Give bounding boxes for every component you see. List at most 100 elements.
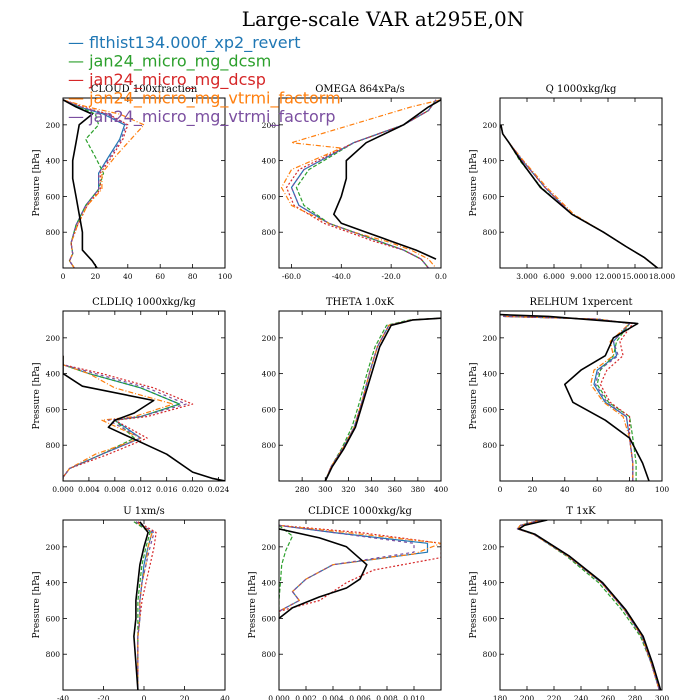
series-line-6 — [500, 124, 658, 268]
series-line-4 — [324, 317, 441, 481]
y-tick-label: 800 — [46, 650, 61, 659]
x-tick-label: 0 — [498, 485, 503, 494]
y-axis-label: Pressure [hPa] — [469, 149, 479, 216]
series-line-6 — [500, 313, 650, 481]
y-tick-label: 200 — [46, 121, 61, 130]
panel-title: U 1xm/s — [123, 506, 165, 517]
y-tick-label: 200 — [483, 121, 498, 130]
y-axis-label: Pressure [hPa] — [469, 571, 479, 638]
series-group — [280, 99, 441, 268]
y-tick-label: 600 — [46, 192, 61, 201]
series-line-1 — [500, 124, 658, 268]
x-tick-label: 0.024 — [208, 485, 230, 494]
x-tick-label: 15.000 — [622, 272, 648, 281]
x-tick-label: 60 — [155, 272, 165, 281]
x-tick-label: 0.012 — [130, 485, 152, 494]
series-line-3 — [503, 315, 634, 481]
x-tick-label: -60.0 — [282, 272, 301, 281]
series-line-5 — [279, 524, 415, 619]
series-line-6 — [133, 521, 149, 690]
series-line-2 — [324, 317, 441, 481]
series-line-5 — [324, 317, 441, 481]
x-tick-label: 300 — [318, 485, 333, 494]
y-tick-label: 200 — [46, 334, 61, 343]
x-tick-label: 0.000 — [52, 485, 74, 494]
series-group — [516, 520, 662, 690]
y-tick-label: 600 — [262, 614, 277, 623]
x-tick-label: 380 — [411, 485, 426, 494]
legend-entry-1: — flthist134.000f_xp2_revert — [68, 33, 300, 53]
x-tick-label: 18.000 — [649, 272, 675, 281]
x-tick-label: 6.000 — [543, 272, 565, 281]
x-tick-label: 0.0 — [435, 272, 447, 281]
series-line-3 — [279, 524, 441, 619]
panel-title: T 1xK — [566, 506, 596, 517]
x-tick-label: -40 — [57, 694, 69, 700]
series-line-3 — [137, 521, 157, 690]
series-group — [500, 124, 658, 268]
y-tick-label: 400 — [46, 370, 61, 379]
legend: — flthist134.000f_xp2_revert — jan24_micr… — [68, 33, 341, 127]
x-tick-label: 0 — [61, 272, 66, 281]
x-tick-label: 20 — [91, 272, 101, 281]
x-tick-label: 360 — [388, 485, 403, 494]
x-tick-label: 12.000 — [595, 272, 621, 281]
series-line-5 — [503, 315, 634, 481]
y-tick-label: 200 — [262, 121, 277, 130]
x-tick-label: 0.002 — [295, 694, 317, 700]
plot-frame — [62, 97, 226, 269]
plot-frame — [499, 97, 663, 269]
series-line-3 — [324, 317, 441, 481]
x-tick-label: -20 — [97, 694, 109, 700]
x-tick-label: 320 — [341, 485, 356, 494]
series-line-2 — [279, 524, 294, 619]
x-tick-label: 280 — [295, 485, 310, 494]
y-tick-label: 600 — [262, 405, 277, 414]
y-tick-label: 600 — [46, 405, 61, 414]
y-tick-label: 600 — [262, 192, 277, 201]
x-tick-label: 340 — [364, 485, 379, 494]
y-tick-label: 600 — [483, 614, 498, 623]
y-tick-label: 400 — [46, 579, 61, 588]
y-axis-label: Pressure [hPa] — [32, 571, 42, 638]
y-tick-label: 400 — [483, 370, 498, 379]
x-tick-label: 20 — [180, 694, 190, 700]
series-line-1 — [516, 520, 660, 690]
panel-8: 0.000 0.002 0.004 0.006 0.008 0.010 200 400 600 8… — [248, 506, 442, 700]
series-line-5 — [63, 355, 187, 481]
series-line-4 — [500, 124, 658, 268]
series-line-5 — [500, 124, 658, 268]
y-tick-label: 800 — [46, 441, 61, 450]
x-tick-label: 0.010 — [403, 694, 425, 700]
y-tick-label: 600 — [46, 614, 61, 623]
plot-frame — [62, 310, 226, 482]
legend-entry-4: — jan24_micro_mg_vtrmi_factorm — [68, 89, 341, 109]
plot-frame — [499, 310, 663, 482]
panel-4: 0.000 0.004 0.008 0.012 0.016 0.020 0.024 200 40… — [32, 297, 229, 494]
series-line-2 — [503, 315, 637, 481]
x-tick-label: 40 — [220, 694, 230, 700]
series-line-3 — [516, 520, 660, 690]
y-tick-label: 600 — [483, 405, 498, 414]
panel-title: Q 1000xkg/kg — [546, 84, 617, 95]
y-tick-label: 800 — [483, 650, 498, 659]
x-tick-label: 0.004 — [78, 485, 100, 494]
series-line-5 — [290, 99, 437, 268]
series-line-4 — [516, 520, 660, 690]
series-line-3 — [500, 124, 658, 268]
series-line-5 — [516, 520, 660, 690]
series-line-6 — [63, 355, 225, 481]
x-tick-label: -40.0 — [332, 272, 351, 281]
y-tick-label: 800 — [262, 650, 277, 659]
panel-3: 3.000 6.000 9.000 12.000 15.000 18.000 200 400 6… — [469, 84, 675, 281]
x-tick-label: 260 — [601, 694, 616, 700]
y-tick-label: 400 — [262, 157, 277, 166]
panel-title: RELHUM 1xpercent — [529, 297, 632, 308]
series-group — [63, 99, 145, 268]
panel-2: -60.0 -40.0 -20.0 0.0 200 400 600 800 OMEGA 864x… — [262, 84, 448, 281]
panel-1: 0 20 40 60 80 100 200 400 600 800 Pressure [hPa] CL… — [32, 84, 232, 281]
y-tick-label: 600 — [483, 192, 498, 201]
x-tick-label: 80 — [188, 272, 198, 281]
x-tick-label: 0.008 — [376, 694, 398, 700]
